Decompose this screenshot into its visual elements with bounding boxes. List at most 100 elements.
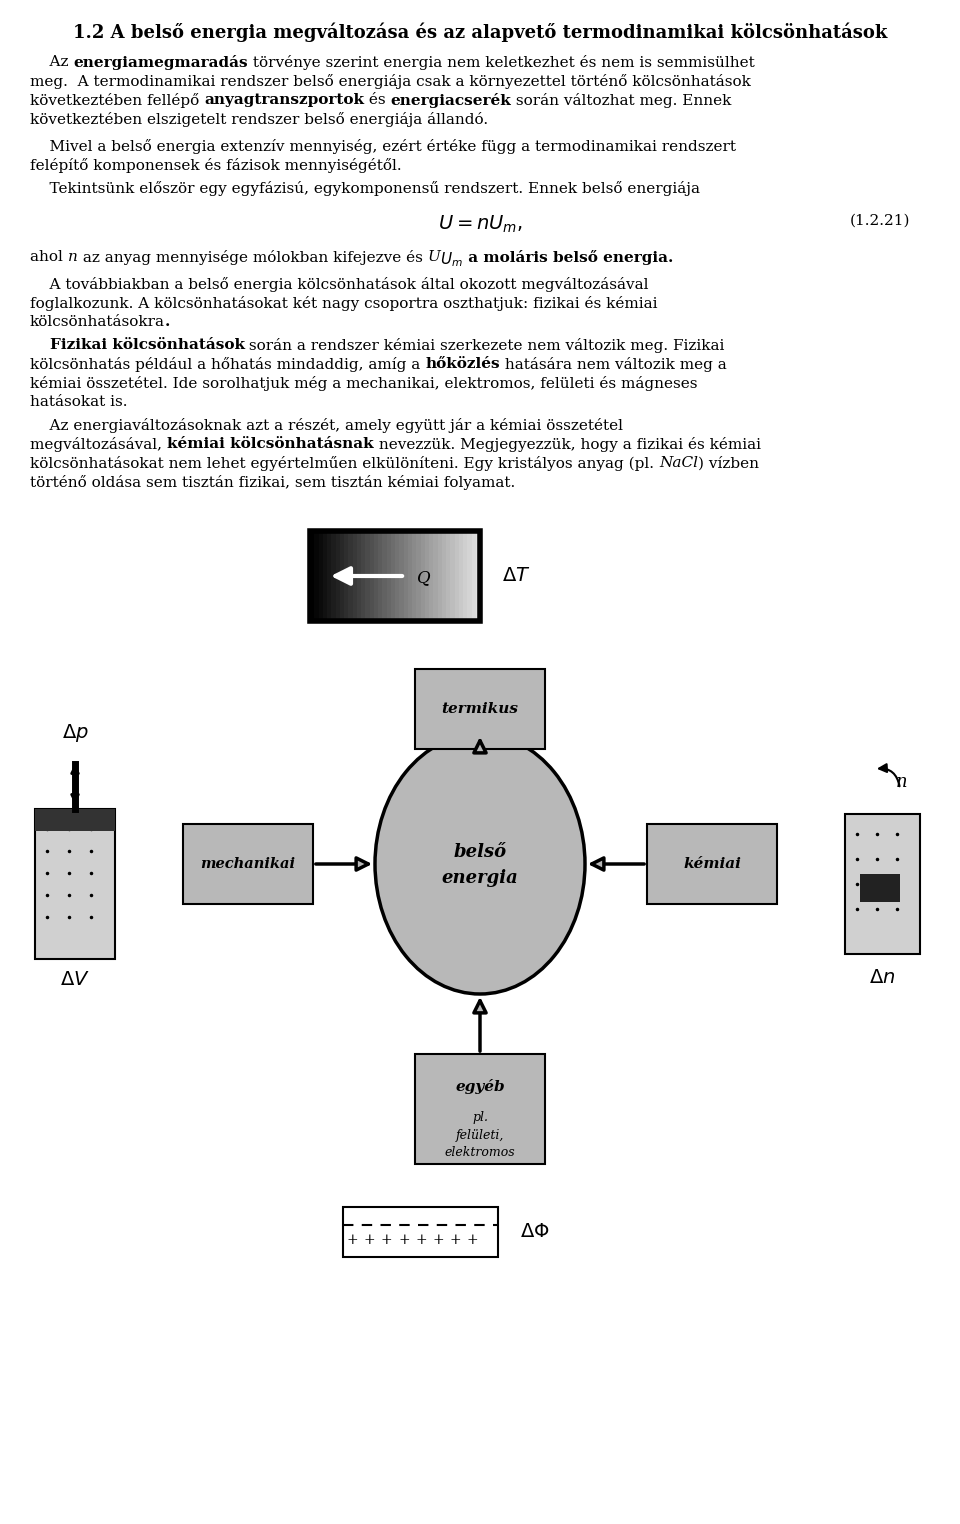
FancyBboxPatch shape (476, 530, 481, 620)
FancyBboxPatch shape (340, 530, 345, 620)
Text: n: n (68, 250, 78, 264)
FancyBboxPatch shape (35, 809, 115, 959)
Text: A továbbiakban a belső energia kölcsönhatások által okozott megváltozásával: A továbbiakban a belső energia kölcsönha… (30, 277, 649, 293)
FancyBboxPatch shape (468, 530, 472, 620)
Text: energia: energia (442, 869, 518, 887)
Text: (1.2.21): (1.2.21) (850, 213, 910, 229)
FancyBboxPatch shape (433, 530, 439, 620)
Text: nevezzük. Megjegyezzük, hogy a fizikai és kémiai: nevezzük. Megjegyezzük, hogy a fizikai é… (373, 437, 760, 453)
Text: n: n (897, 773, 908, 791)
FancyBboxPatch shape (463, 530, 468, 620)
Text: Q: Q (417, 570, 431, 587)
FancyBboxPatch shape (845, 814, 920, 954)
FancyBboxPatch shape (319, 530, 324, 620)
Text: $\Delta\Phi$: $\Delta\Phi$ (519, 1222, 549, 1241)
FancyBboxPatch shape (399, 530, 404, 620)
FancyBboxPatch shape (348, 530, 353, 620)
Text: egyéb: egyéb (455, 1079, 505, 1094)
Text: foglalkozunk. A kölcsönhatásokat két nagy csoportra oszthatjuk: fizikai és kémia: foglalkozunk. A kölcsönhatásokat két nag… (30, 296, 658, 311)
Text: hőközlés: hőközlés (425, 357, 500, 370)
FancyBboxPatch shape (471, 530, 477, 620)
Text: megváltozásával,: megváltozásával, (30, 437, 167, 453)
Text: felületi,: felületi, (456, 1128, 504, 1141)
Text: $\Delta n$: $\Delta n$ (869, 969, 895, 988)
FancyBboxPatch shape (420, 530, 425, 620)
Text: hatásokat is.: hatásokat is. (30, 395, 128, 408)
FancyBboxPatch shape (415, 1055, 545, 1164)
Text: ) vízben: ) vízben (698, 456, 758, 471)
FancyBboxPatch shape (415, 669, 545, 748)
FancyBboxPatch shape (647, 824, 777, 904)
Text: Az: Az (30, 55, 73, 69)
Text: U: U (427, 250, 441, 264)
FancyBboxPatch shape (391, 530, 396, 620)
FancyBboxPatch shape (310, 530, 315, 620)
Text: +: + (381, 1233, 393, 1247)
FancyBboxPatch shape (335, 530, 341, 620)
FancyBboxPatch shape (352, 530, 358, 620)
FancyBboxPatch shape (370, 530, 374, 620)
Text: és: és (364, 93, 391, 107)
FancyBboxPatch shape (331, 530, 337, 620)
Text: során változhat meg. Ennek: során változhat meg. Ennek (512, 93, 732, 108)
Text: elektromos: elektromos (444, 1146, 516, 1160)
FancyBboxPatch shape (412, 530, 418, 620)
Text: törvénye szerint energia nem keletkezhet és nem is semmisülhet: törvénye szerint energia nem keletkezhet… (248, 55, 755, 70)
Text: +: + (415, 1233, 427, 1247)
Text: $\Delta p$: $\Delta p$ (61, 722, 88, 744)
FancyBboxPatch shape (459, 530, 464, 620)
FancyBboxPatch shape (361, 530, 367, 620)
Text: anyagtranszportok: anyagtranszportok (204, 93, 364, 107)
FancyBboxPatch shape (860, 873, 900, 902)
Text: meg.  A termodinamikai rendszer belső energiája csak a környezettel történő kölc: meg. A termodinamikai rendszer belső ene… (30, 75, 751, 88)
FancyBboxPatch shape (442, 530, 447, 620)
Text: +: + (467, 1233, 478, 1247)
FancyBboxPatch shape (429, 530, 434, 620)
Text: történő oldása sem tisztán fizikai, sem tisztán kémiai folyamat.: történő oldása sem tisztán fizikai, sem … (30, 475, 516, 491)
Text: +: + (449, 1233, 461, 1247)
Text: NaCl: NaCl (659, 456, 698, 469)
FancyBboxPatch shape (344, 530, 349, 620)
Text: felépítő komponensek és fázisok mennyiségétől.: felépítő komponensek és fázisok mennyisé… (30, 158, 401, 174)
Text: a moláris belső energia.: a moláris belső energia. (463, 250, 673, 265)
Text: pl.: pl. (472, 1111, 488, 1123)
FancyBboxPatch shape (387, 530, 392, 620)
FancyBboxPatch shape (35, 809, 115, 831)
Text: ahol: ahol (30, 250, 68, 264)
Text: +: + (364, 1233, 375, 1247)
Text: kémiai kölcsönhatásnak: kémiai kölcsönhatásnak (167, 437, 373, 451)
FancyBboxPatch shape (343, 1207, 497, 1257)
Text: +: + (347, 1233, 358, 1247)
FancyBboxPatch shape (417, 530, 421, 620)
FancyBboxPatch shape (327, 530, 332, 620)
Text: belső: belső (453, 843, 507, 861)
Text: termikus: termikus (442, 703, 518, 716)
Text: Tekintsünk először egy egyfázisú, egykomponensű rendszert. Ennek belső energiája: Tekintsünk először egy egyfázisú, egykom… (30, 181, 700, 197)
FancyBboxPatch shape (378, 530, 383, 620)
Text: Fizikai kölcsönhatások: Fizikai kölcsönhatások (50, 338, 245, 352)
Text: során a rendszer kémiai szerkezete nem változik meg. Fizikai: során a rendszer kémiai szerkezete nem v… (245, 338, 725, 354)
Text: az anyag mennyisége mólokban kifejezve és: az anyag mennyisége mólokban kifejezve é… (78, 250, 427, 265)
FancyBboxPatch shape (403, 530, 409, 620)
Text: következtében elszigetelt rendszer belső energiája állandó.: következtében elszigetelt rendszer belső… (30, 111, 488, 126)
Text: kölcsönhatás például a hőhatás mindaddig, amíg a: kölcsönhatás például a hőhatás mindaddig… (30, 357, 425, 372)
FancyBboxPatch shape (183, 824, 313, 904)
Text: kölcsönhatásokra: kölcsönhatásokra (30, 315, 165, 329)
Text: energiacserék: energiacserék (391, 93, 512, 108)
Text: Mivel a belső energia extenzív mennyiség, ezért értéke függ a termodinamikai ren: Mivel a belső energia extenzív mennyiség… (30, 139, 736, 154)
Text: 1.2 A belső energia megváltozása és az alapvető termodinamikai kölcsönhatások: 1.2 A belső energia megváltozása és az a… (73, 21, 887, 41)
FancyBboxPatch shape (446, 530, 451, 620)
Text: +: + (432, 1233, 444, 1247)
FancyBboxPatch shape (373, 530, 379, 620)
FancyBboxPatch shape (450, 530, 455, 620)
FancyBboxPatch shape (382, 530, 388, 620)
Text: Az energiaváltozásoknak azt a részét, amely együtt jár a kémiai összetétel: Az energiaváltozásoknak azt a részét, am… (30, 418, 623, 433)
Text: +: + (398, 1233, 410, 1247)
Ellipse shape (375, 735, 585, 994)
FancyBboxPatch shape (454, 530, 460, 620)
FancyBboxPatch shape (357, 530, 362, 620)
FancyBboxPatch shape (438, 530, 443, 620)
Text: $U = nU_{m},$: $U = nU_{m},$ (438, 213, 522, 235)
FancyBboxPatch shape (408, 530, 413, 620)
Text: kémiai: kémiai (684, 856, 741, 872)
